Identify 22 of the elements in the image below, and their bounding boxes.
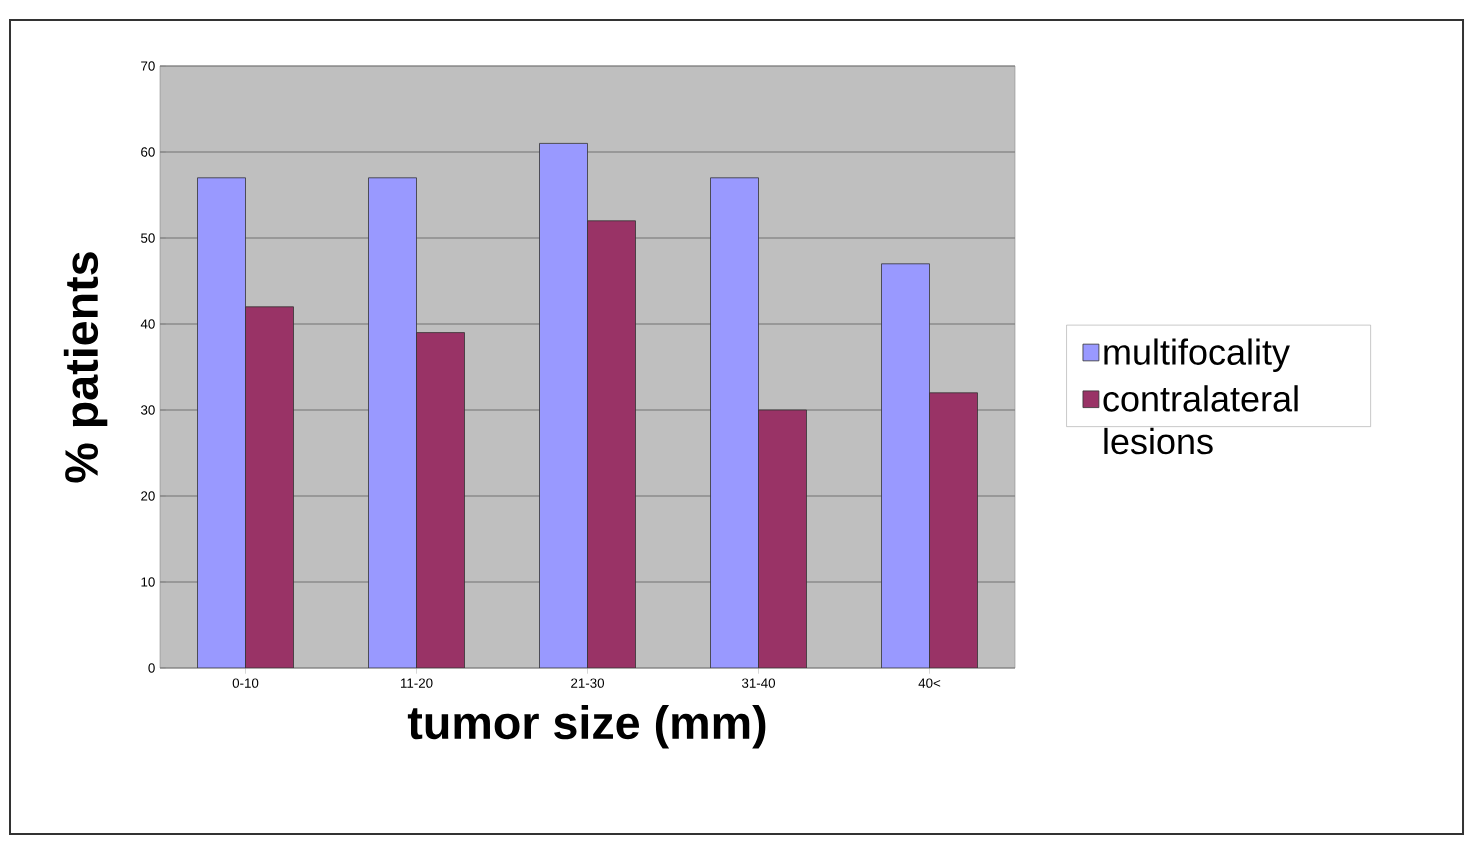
legend-label: multifocality — [1104, 338, 1290, 373]
y-tick-label: 10 — [141, 577, 155, 587]
bar — [710, 177, 759, 668]
x-tick-label: 0-10 — [232, 678, 259, 688]
bar — [539, 143, 588, 668]
y-tick-label: 50 — [141, 233, 155, 243]
x-tick-label: 21-30 — [571, 678, 605, 688]
bar — [881, 263, 930, 668]
y-tick-label: 70 — [141, 61, 155, 71]
y-tick-label: 40 — [140, 319, 155, 329]
legend-label: contralateral lesions — [1103, 385, 1298, 455]
y-axis-title: % patients — [63, 252, 108, 483]
x-tick-label: 11-20 — [400, 678, 433, 688]
y-tick-label: 60 — [141, 147, 155, 157]
bar — [368, 177, 417, 668]
y-tick-label: 30 — [140, 405, 155, 415]
x-tick-label: 40< — [918, 678, 941, 688]
y-tick-label: 0 — [148, 663, 155, 673]
y-tick-label: 20 — [141, 491, 155, 501]
x-tick-label: 31-40 — [741, 678, 776, 688]
x-axis-title: tumor size (mm) — [407, 705, 766, 749]
bar — [197, 177, 246, 668]
